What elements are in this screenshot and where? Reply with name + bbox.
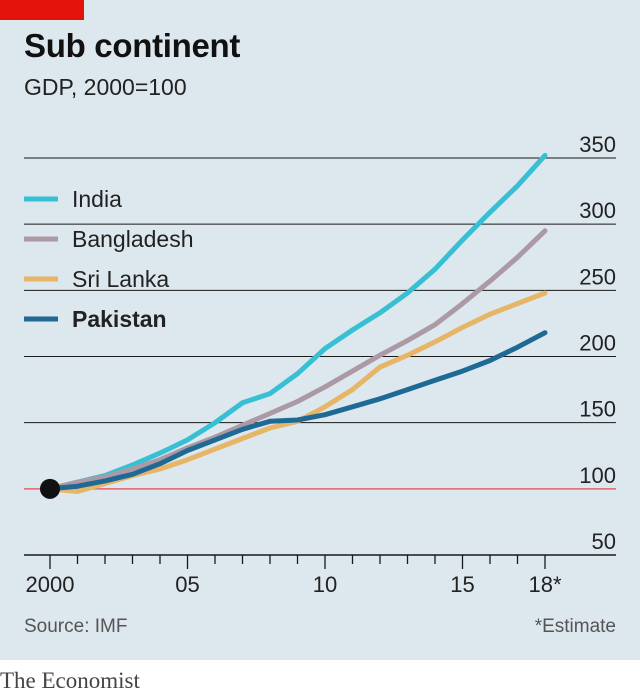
x-tick-label-2000: 2000 (26, 572, 75, 597)
start-point-marker (40, 478, 60, 499)
x-tick-label-2015: 15 (450, 572, 474, 597)
series-lines (47, 152, 548, 494)
source-note: Source: IMF (24, 616, 128, 637)
series-line-india (47, 152, 548, 492)
y-tick-label-200: 200 (579, 331, 616, 356)
line-chart: 50 100 150 200 250 300 350 2000 05 10 15 18* India… (24, 132, 616, 597)
series-line-pakistan (47, 330, 548, 492)
legend-label-pakistan: Pakistan (72, 306, 167, 332)
estimate-footnote: *Estimate (534, 616, 616, 637)
y-axis-tick-labels: 50 100 150 200 250 300 350 (579, 132, 616, 554)
chart-subtitle: GDP, 2000=100 (24, 74, 187, 100)
start-marker (40, 478, 60, 499)
legend-label-sri-lanka: Sri Lanka (72, 266, 169, 292)
y-tick-label-150: 150 (579, 397, 616, 422)
chart-card (0, 0, 640, 660)
x-tick-label-2010: 10 (313, 572, 337, 597)
x-tick-label-2018: 18* (528, 572, 561, 597)
legend-label-india: India (72, 186, 122, 212)
y-tick-label-350: 350 (579, 132, 616, 157)
brand-red-tag (0, 0, 84, 20)
y-tick-label-250: 250 (579, 264, 616, 289)
legend: India Bangladesh Sri Lanka Pakistan (24, 186, 194, 332)
x-tick-label-2005: 05 (175, 572, 199, 597)
economist-logo-text: The Economist (0, 668, 140, 693)
legend-label-bangladesh: Bangladesh (72, 226, 194, 252)
gridlines (24, 157, 616, 424)
y-tick-label-100: 100 (579, 463, 616, 488)
chart-title: Sub continent (24, 27, 241, 64)
y-tick-label-50: 50 (592, 529, 616, 554)
series-line-bangladesh (47, 228, 548, 492)
x-axis: 2000 05 10 15 18* (24, 554, 616, 597)
y-tick-label-300: 300 (579, 198, 616, 223)
